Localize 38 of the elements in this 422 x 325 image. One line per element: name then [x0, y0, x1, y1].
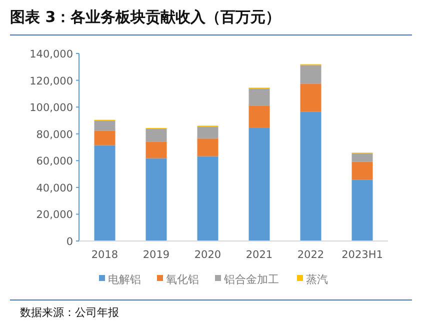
- chart-title: 图表 3：各业务板块贡献收入（百万元）: [10, 8, 281, 26]
- bar: [300, 112, 322, 241]
- bar: [352, 153, 373, 162]
- bar: [197, 126, 218, 138]
- bar: [94, 120, 116, 131]
- x-tick-label: 2019: [142, 249, 170, 261]
- bar: [352, 180, 373, 241]
- bar: [146, 158, 167, 241]
- x-tick-label: 2023H1: [342, 249, 383, 261]
- legend-label: 电解铝: [108, 273, 141, 286]
- bar: [352, 162, 373, 180]
- bar: [248, 128, 270, 241]
- y-tick-label: 140,000: [30, 48, 73, 60]
- y-tick-label: 20,000: [36, 209, 73, 222]
- y-tick-label: 0: [66, 236, 73, 248]
- bar: [197, 138, 218, 156]
- x-tick-label: 2022: [297, 249, 324, 261]
- bar: [248, 88, 270, 106]
- bar: [94, 130, 116, 146]
- bar: [300, 84, 322, 112]
- x-tick-label: 2020: [194, 249, 222, 261]
- bar: [146, 128, 167, 142]
- x-tick-label: 2018: [91, 249, 118, 261]
- bar: [197, 156, 218, 241]
- bar: [94, 145, 116, 241]
- y-tick-label: 60,000: [36, 156, 73, 168]
- legend-label: 蒸汽: [306, 273, 328, 286]
- bar: [248, 106, 270, 128]
- y-tick-label: 80,000: [36, 128, 73, 141]
- legend-label: 铝合金加工: [223, 273, 279, 286]
- legend-label: 氧化铝: [166, 273, 199, 286]
- y-tick-label: 40,000: [36, 182, 73, 194]
- bar: [146, 142, 167, 158]
- x-tick-label: 2021: [246, 249, 273, 261]
- bar: [300, 65, 322, 84]
- y-tick-label: 120,000: [30, 75, 73, 88]
- y-tick-label: 100,000: [30, 102, 73, 114]
- source-note: 数据来源：公司年报: [20, 306, 119, 319]
